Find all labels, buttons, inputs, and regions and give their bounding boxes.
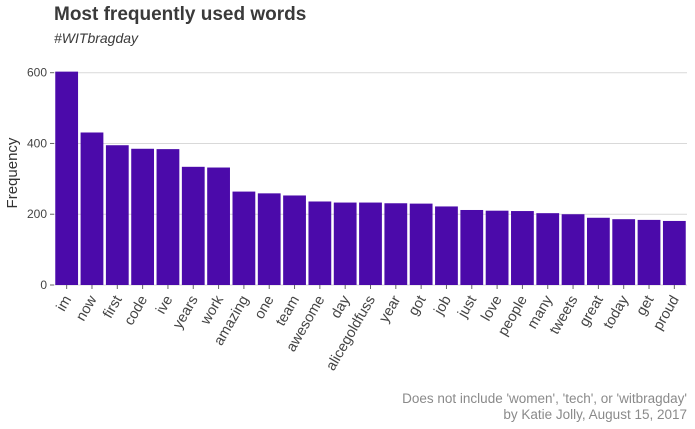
bar-one (257, 193, 281, 285)
bar-get (637, 219, 661, 285)
bar-years (181, 166, 205, 285)
x-tick-label-get: get (634, 293, 658, 318)
caption-line-2: by Katie Jolly, August 15, 2017 (503, 407, 687, 422)
bar-work (207, 167, 230, 285)
x-tick-label-today: today (601, 292, 633, 331)
bar-code (131, 148, 155, 285)
x-tick-label-now: now (73, 293, 100, 324)
x-tick-label-im: im (54, 293, 76, 314)
bar-im (55, 71, 79, 285)
x-tick-label-got: got (406, 293, 430, 318)
bar-great (586, 217, 610, 285)
y-tick-label: 200 (27, 207, 47, 221)
bar-just (460, 209, 484, 285)
caption: Does not include 'women', 'tech', or 'wi… (402, 391, 687, 423)
bar-tweets (561, 214, 585, 285)
y-tick-label: 0 (40, 278, 47, 292)
x-tick-label-year: year (376, 293, 404, 326)
bar-team (283, 195, 306, 285)
bar-proud (662, 220, 686, 285)
y-axis-title: Frequency (4, 137, 21, 208)
y-tick-label: 400 (27, 136, 47, 150)
bars (55, 71, 686, 285)
bar-got (409, 203, 433, 285)
bar-now (80, 132, 104, 285)
x-tick-label-first: first (100, 293, 126, 321)
y-tick-label: 600 (27, 66, 47, 80)
bar-today (612, 219, 636, 285)
x-tick-label-day: day (328, 292, 354, 321)
x-tick-label-one: one (252, 293, 278, 322)
bar-year (384, 203, 408, 285)
x-tick-label-just: just (455, 293, 481, 321)
caption-line-1: Does not include 'women', 'tech', or 'wi… (402, 391, 687, 406)
y-axis-ticks: 0 200 400 600 (27, 66, 54, 292)
x-tick-label-proud: proud (650, 293, 682, 333)
x-tick-label-ive: ive (153, 293, 176, 317)
x-tick-label-job: job (431, 293, 455, 319)
x-tick-label-years: years (170, 293, 202, 332)
x-tick-label-code: code (122, 293, 152, 328)
bar-alicegoldfuss (359, 202, 382, 285)
chart-title: Most frequently used words (54, 4, 307, 25)
bar-day (333, 202, 357, 285)
chart-subtitle: #WITbragday (54, 30, 139, 46)
bar-people (511, 211, 534, 285)
bar-ive (156, 149, 180, 285)
bar-job (435, 206, 458, 285)
bar-first (105, 145, 129, 285)
bar-love (485, 210, 509, 285)
bar-awesome (308, 201, 332, 285)
bar-many (536, 213, 560, 285)
bar-amazing (232, 191, 256, 285)
